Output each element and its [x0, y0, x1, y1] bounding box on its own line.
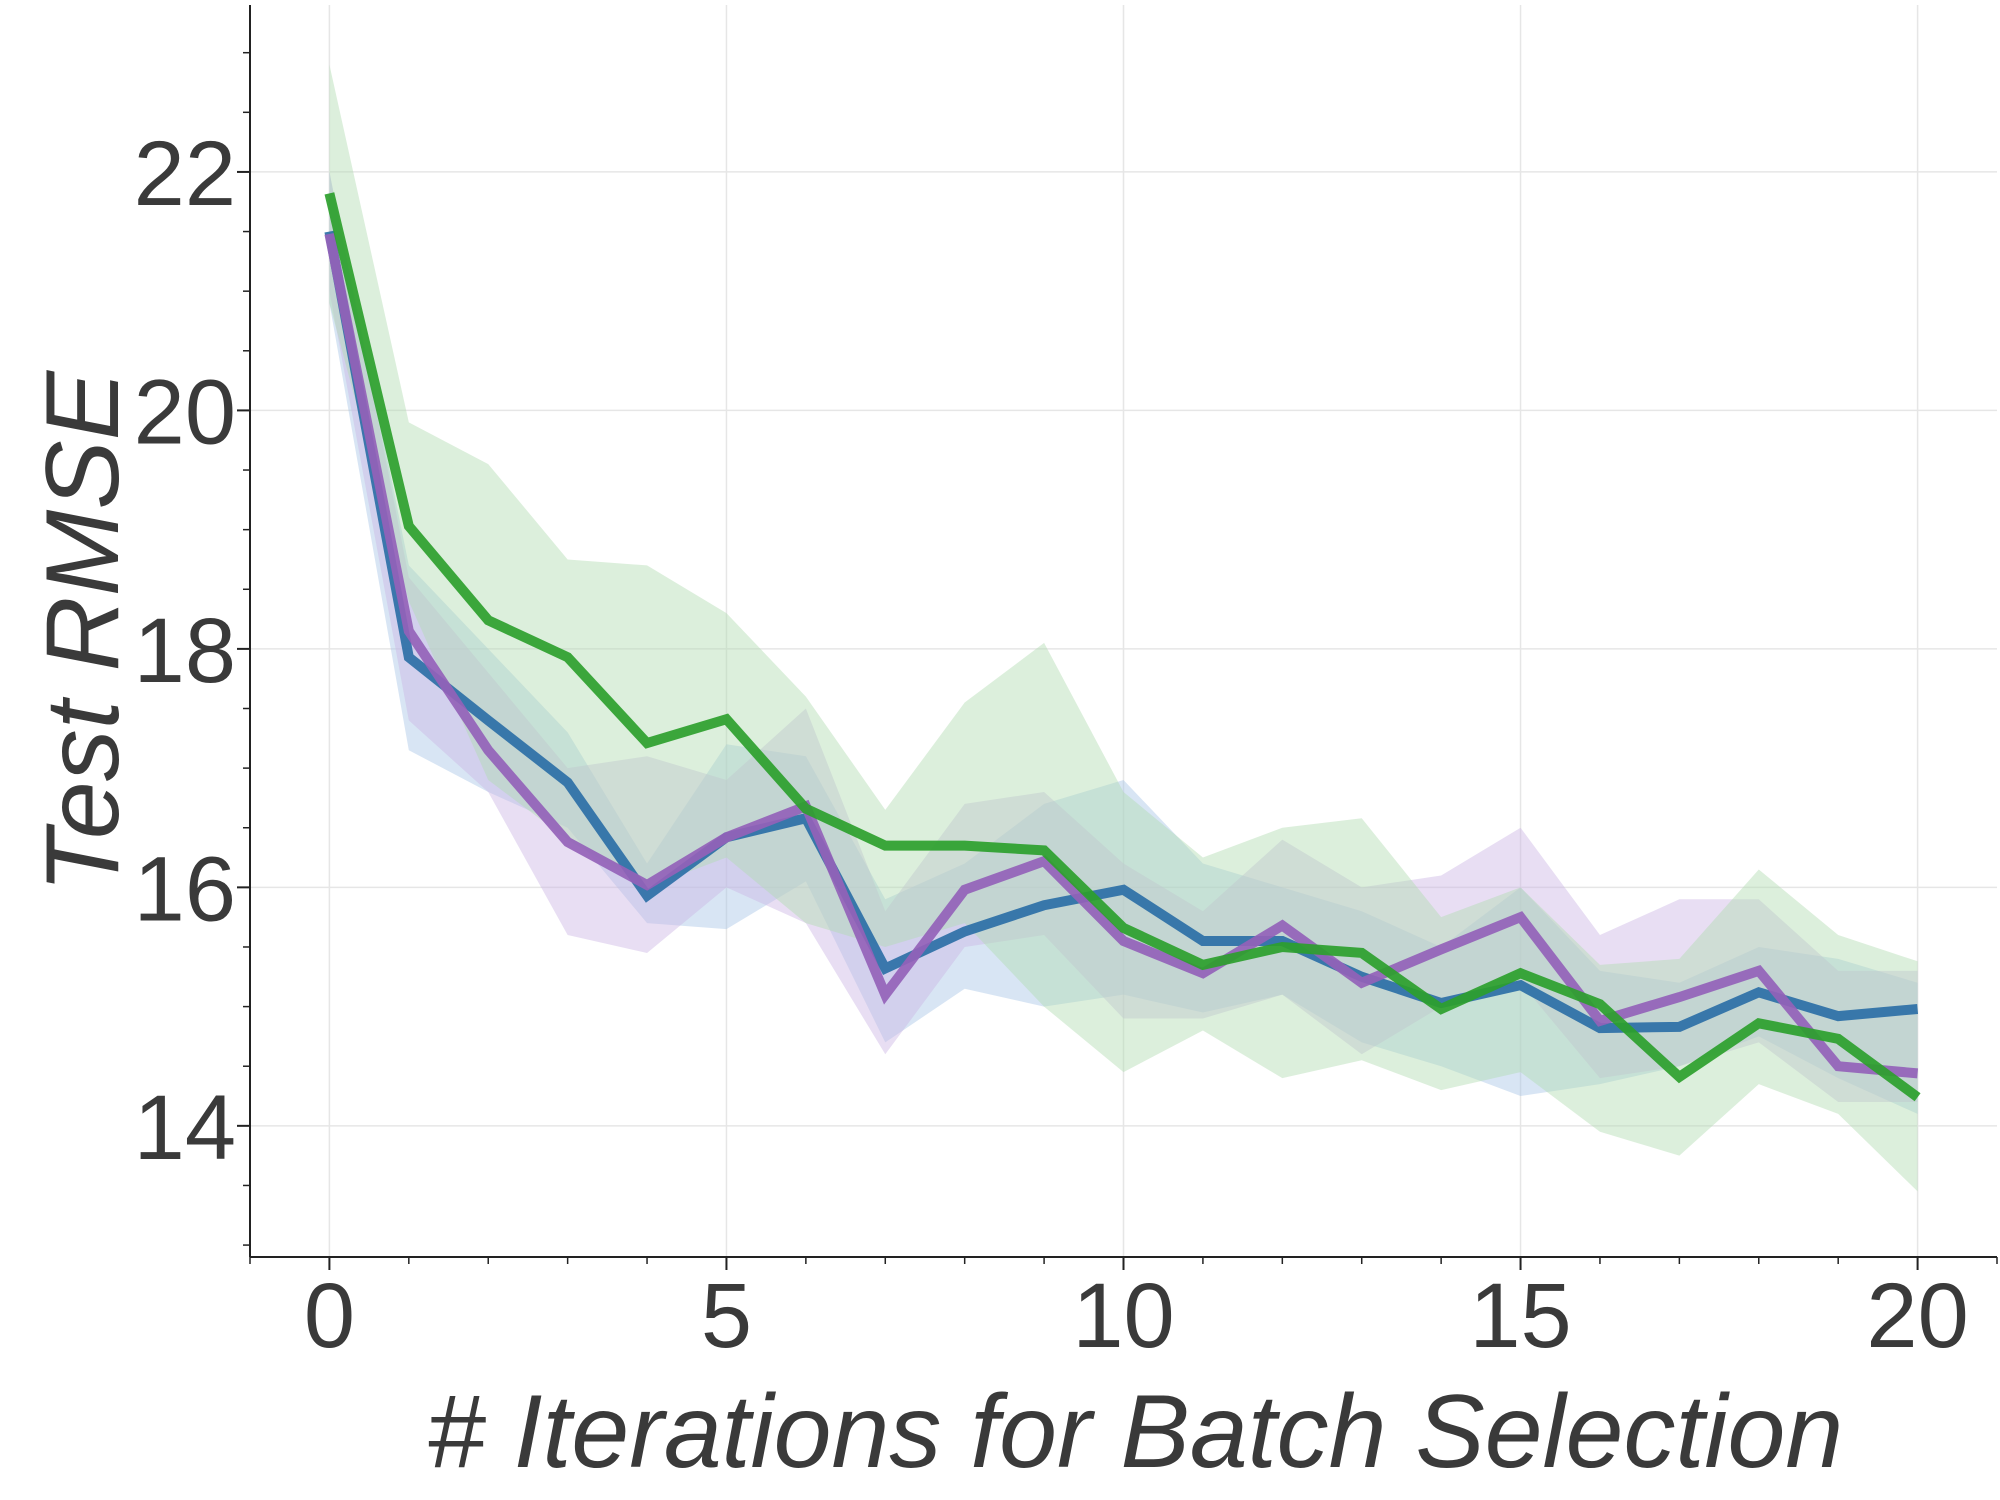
y-tick-label: 18: [134, 600, 236, 702]
y-tick-label: 20: [134, 361, 236, 463]
y-tick-label: 14: [134, 1077, 236, 1179]
x-tick-label: 5: [701, 1265, 752, 1367]
axes: [237, 5, 1998, 1270]
series-2-line: [324, 232, 1919, 1079]
y-axis-label: Test RMSE: [25, 369, 141, 893]
series-2-band: [329, 171, 1918, 1102]
grid-lines: [250, 5, 1997, 1257]
y-tick-label: 22: [134, 123, 236, 225]
series-3-band: [329, 64, 1918, 1192]
x-tick-label: 10: [1072, 1265, 1174, 1367]
series-1-line: [324, 230, 1919, 1034]
series-1-band: [329, 171, 1918, 1114]
x-axis-label: # Iterations for Batch Selection: [427, 1374, 1843, 1490]
series-lines: [324, 192, 1921, 1102]
x-tick-label: 15: [1469, 1265, 1571, 1367]
tick-labels: 0 5 10 15 20 14 16 18 20 22: [134, 123, 1969, 1367]
x-tick-label: 0: [304, 1265, 355, 1367]
confidence-bands: [329, 64, 1918, 1192]
series-3-line: [324, 192, 1921, 1102]
x-tick-label: 20: [1866, 1265, 1968, 1367]
y-tick-label: 16: [134, 838, 236, 940]
